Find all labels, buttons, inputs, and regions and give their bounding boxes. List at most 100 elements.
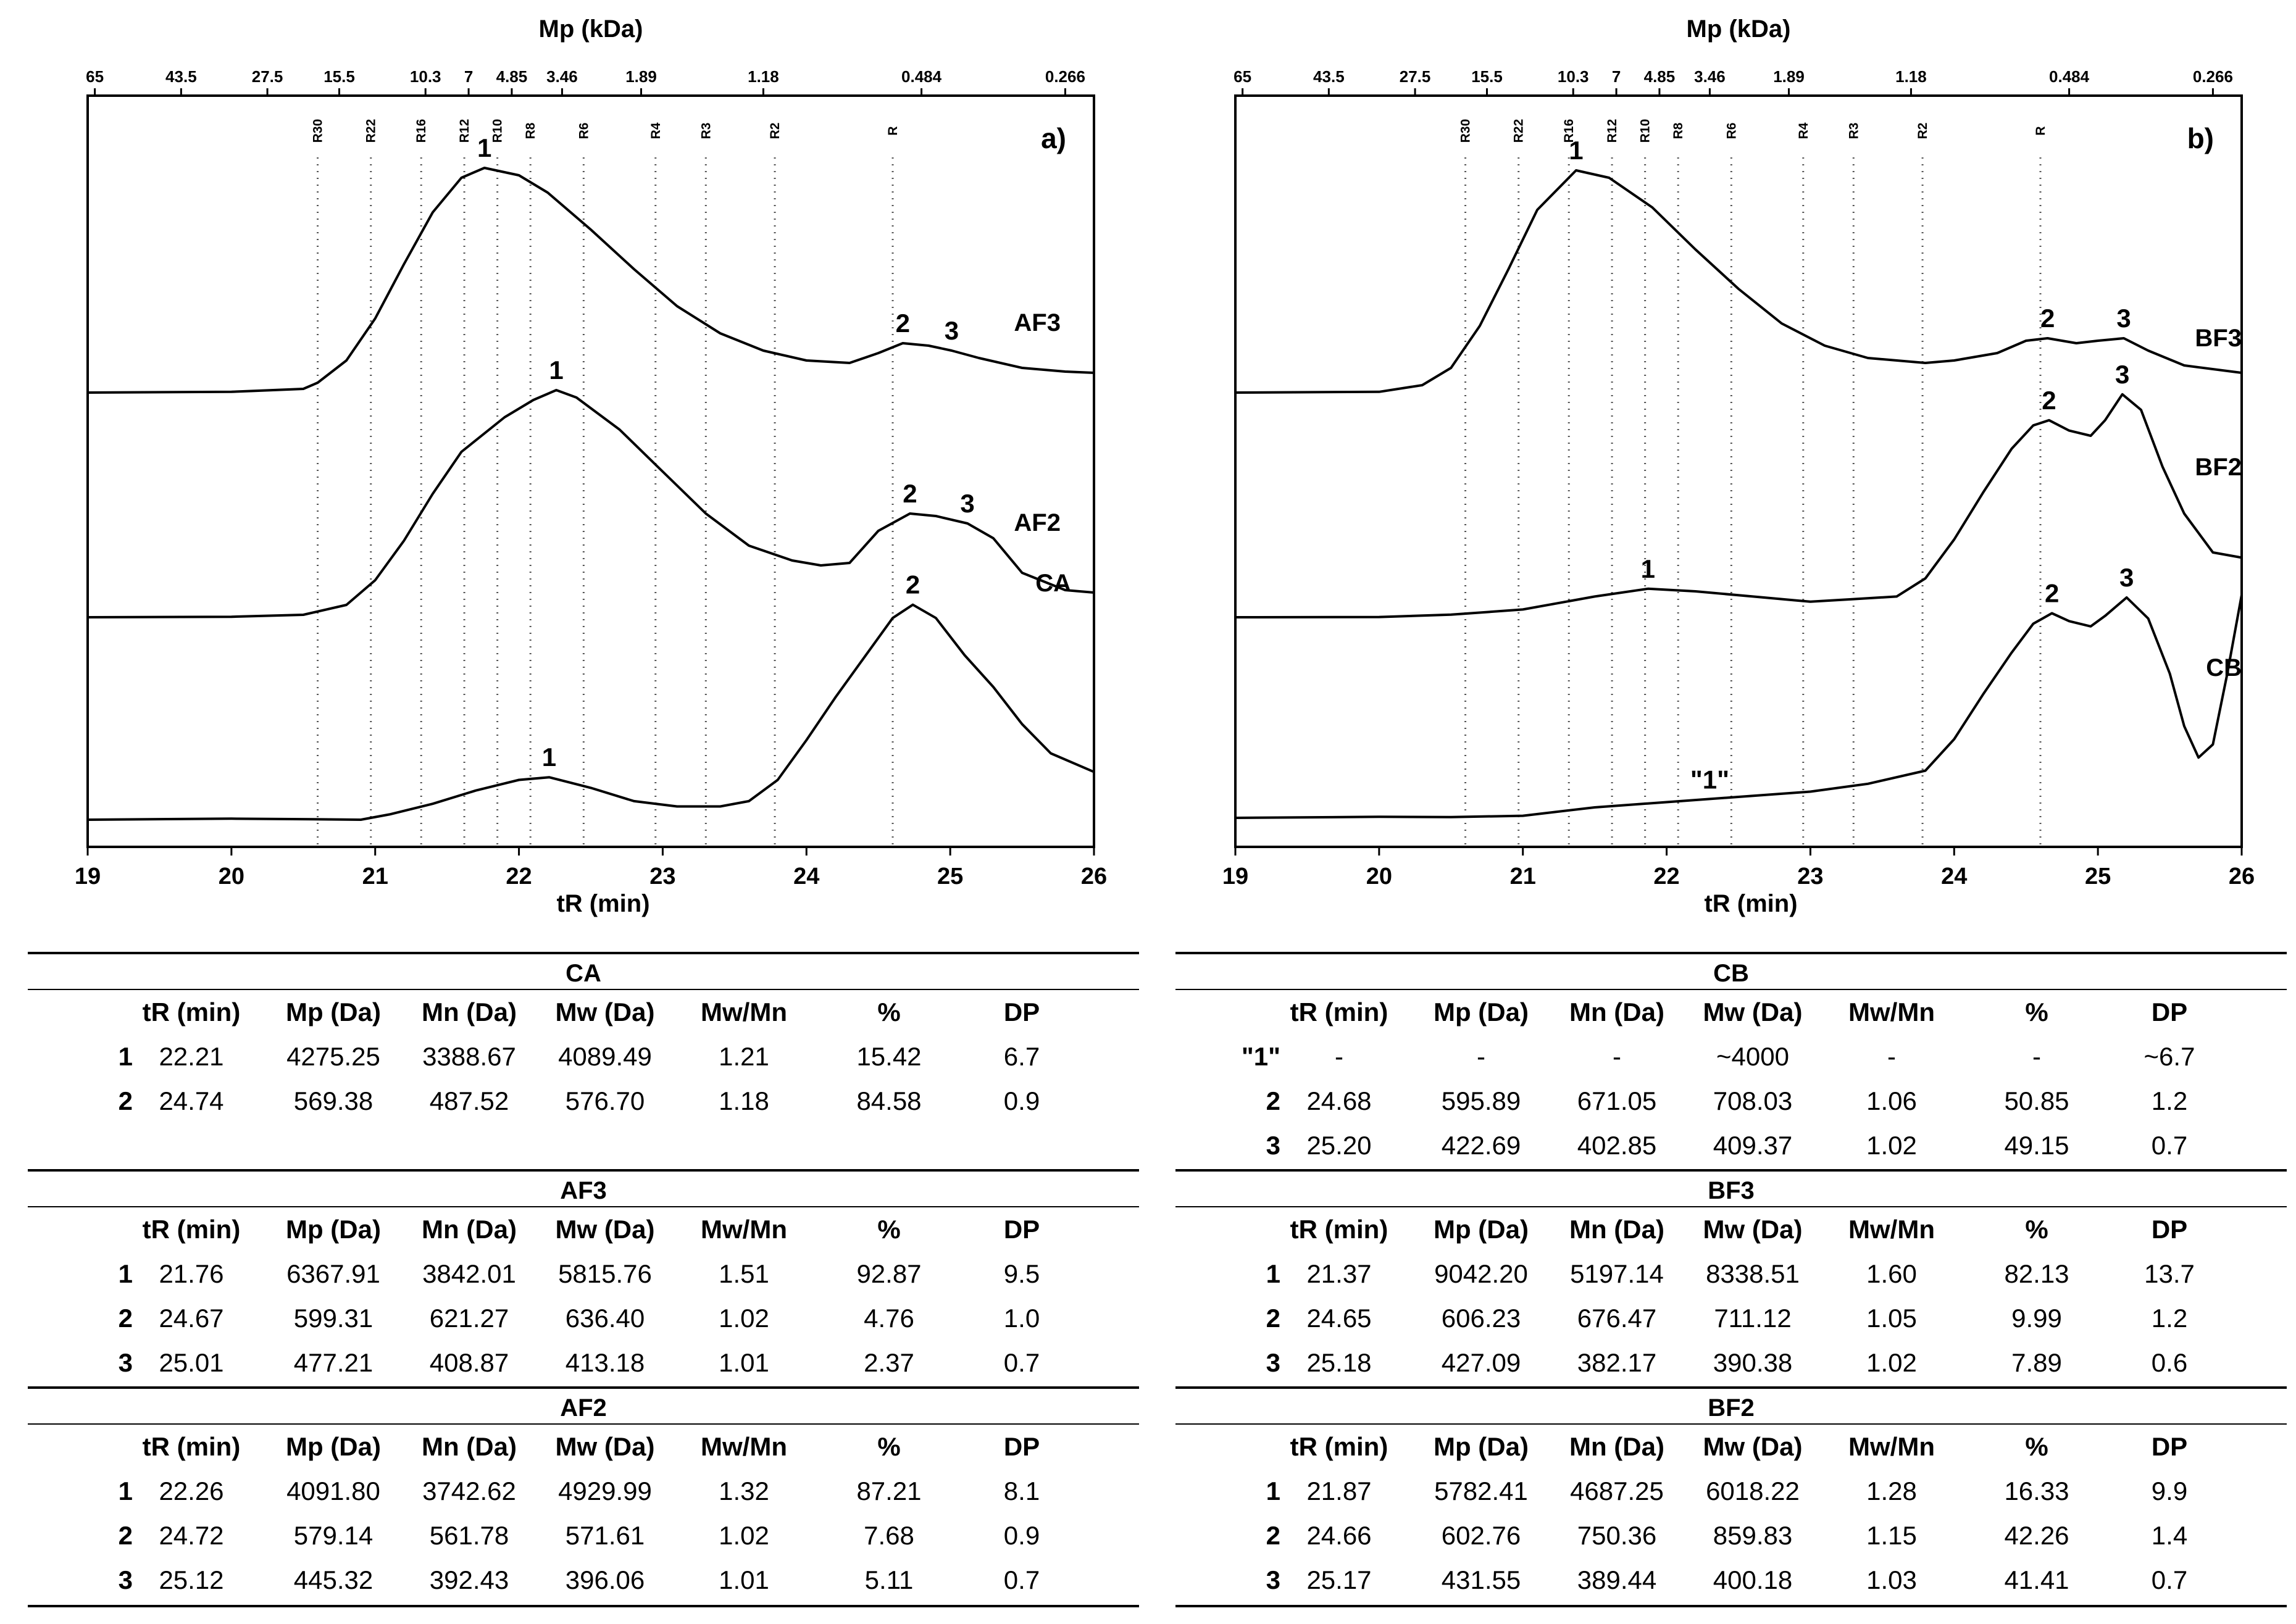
table-cell: 2.37 xyxy=(864,1348,914,1377)
peak-label: 1 xyxy=(1641,554,1655,583)
column-header: tR (min) xyxy=(142,1432,241,1461)
table-row: 2 24.68 595.89 671.05 708.03 1.06 50.85 1.2 xyxy=(1175,1079,2287,1123)
x-tick-label: 23 xyxy=(1797,864,1823,889)
column-header: Mp (Da) xyxy=(1434,997,1529,1026)
column-header: DP xyxy=(1003,1215,1040,1244)
chromatogram-b: Mp (kDa) 65 43.5 27.5 15.5 10.3 7 4.85 3.46 1.89 1… xyxy=(1222,15,2255,917)
column-header: DP xyxy=(1003,997,1040,1026)
table-cell: 445.32 xyxy=(293,1565,374,1594)
column-header: Mn (Da) xyxy=(1569,997,1664,1026)
table-header-row: tR (min) Mp (Da) Mn (Da) Mw (Da) Mw/Mn% DP xyxy=(28,990,1139,1035)
reference-label: R8 xyxy=(524,122,538,139)
table-cell: 602.76 xyxy=(1441,1521,1521,1550)
table-row: 3 25.12 445.32 392.43 396.06 1.01 5.11 0.7 xyxy=(28,1558,1139,1602)
table-title: AF2 xyxy=(28,1386,1139,1425)
reference-label: R16 xyxy=(414,119,428,143)
column-header: % xyxy=(2025,1215,2048,1244)
table-cell: 1.02 xyxy=(1866,1348,1917,1377)
table-cell: 396.06 xyxy=(565,1565,645,1594)
table-cell: 409.37 xyxy=(1713,1131,1793,1160)
peak-index: 1 xyxy=(1266,1476,1280,1505)
mp-tick-label: 43.5 xyxy=(165,67,197,86)
column-header xyxy=(83,990,133,1035)
table-cell: 0.9 xyxy=(1003,1521,1040,1550)
peak-label: 1 xyxy=(542,743,556,772)
chromatogram-a: Mp (kDa) 65 43.5 27.5 15.5 10.3 7 4.85 3.46 1.89 1… xyxy=(75,15,1107,917)
trace-af3 xyxy=(87,167,1095,394)
mp-tick-label: 3.46 xyxy=(546,67,578,86)
x-tick-label: 23 xyxy=(649,864,675,889)
results-tables-right: CB tR (min) Mp (Da) Mn (Da) Mw (Da) Mw/Mn% DP "… xyxy=(1148,933,2295,1612)
peak-label: 3 xyxy=(2116,304,2131,333)
reference-label: R4 xyxy=(649,122,663,139)
peak-label: 3 xyxy=(2115,360,2129,389)
table-row: 3 25.20 422.69 402.85 409.37 1.02 49.15 0.7 xyxy=(1175,1123,2287,1168)
peak-index: 2 xyxy=(1266,1086,1280,1115)
mp-tick-label: 0.484 xyxy=(901,67,942,86)
table-cell: - xyxy=(1887,1042,1896,1071)
table-cell: ~6.7 xyxy=(2144,1042,2195,1071)
table-cell: 750.36 xyxy=(1577,1521,1657,1550)
mp-tick-label: 10.3 xyxy=(1558,67,1589,86)
table-cell: 21.87 xyxy=(1306,1476,1372,1505)
table-cell: 621.27 xyxy=(429,1304,509,1333)
table-cell: 389.44 xyxy=(1577,1565,1657,1594)
table-cell: 15.42 xyxy=(856,1042,922,1071)
table-title: CB xyxy=(1175,952,2287,990)
table-header-row: tR (min) Mp (Da) Mn (Da) Mw (Da) Mw/Mn% DP xyxy=(1175,1425,2287,1469)
plot-frame xyxy=(86,94,1095,848)
table-row: 1 22.26 4091.80 3742.62 4929.99 1.32 87.21 8.1 xyxy=(28,1469,1139,1514)
reference-label: R12 xyxy=(457,119,472,143)
column-header: Mp (Da) xyxy=(286,997,381,1026)
column-header: Mw (Da) xyxy=(555,1215,655,1244)
column-header: Mw (Da) xyxy=(1703,1215,1803,1244)
table-cell: 41.41 xyxy=(2004,1565,2069,1594)
table-cell: 708.03 xyxy=(1713,1086,1793,1115)
column-header: Mp (Da) xyxy=(286,1215,381,1244)
peak-label: 1 xyxy=(477,133,491,162)
table-cell: 413.18 xyxy=(565,1348,645,1377)
column-header: DP xyxy=(2151,1432,2188,1461)
x-tick-label: 21 xyxy=(362,864,388,889)
peak-index: 1 xyxy=(118,1259,133,1288)
column-header: DP xyxy=(2151,1215,2188,1244)
peak-label: 2 xyxy=(2040,304,2055,333)
table-cell: 24.72 xyxy=(159,1521,224,1550)
results-tables-left: CA tR (min) Mp (Da) Mn (Da) Mw (Da) Mw/Mn% DP 1… xyxy=(0,933,1148,1612)
table-cell: 400.18 xyxy=(1713,1565,1793,1594)
table-cell: 50.85 xyxy=(2004,1086,2069,1115)
table-cell: 390.38 xyxy=(1713,1348,1793,1377)
trace-bf2 xyxy=(1235,393,2242,618)
table-row: 3 25.17 431.55 389.44 400.18 1.03 41.41 0.7 xyxy=(1175,1558,2287,1602)
table-cell: ~4000 xyxy=(1716,1042,1789,1071)
peak-index: 1 xyxy=(1266,1259,1280,1288)
table-cell: 427.09 xyxy=(1441,1348,1521,1377)
reference-label: R4 xyxy=(1797,122,1811,139)
trace-label: AF3 xyxy=(1014,309,1061,336)
table-cell: 382.17 xyxy=(1577,1348,1657,1377)
x-tick-label: 22 xyxy=(1653,864,1679,889)
column-header: Mw (Da) xyxy=(555,997,655,1026)
reference-label: R3 xyxy=(699,123,713,139)
x-tick-label: 24 xyxy=(1941,864,1967,889)
mp-tick-label: 15.5 xyxy=(1471,67,1503,86)
table-cell: 84.58 xyxy=(856,1086,922,1115)
table-row: 2 24.67 599.31 621.27 636.40 1.02 4.76 1.0 xyxy=(28,1296,1139,1341)
peak-index: 1 xyxy=(118,1042,133,1071)
table-cell: 9.5 xyxy=(1003,1259,1040,1288)
peak-index: 3 xyxy=(1266,1131,1280,1160)
table-cell: 5.11 xyxy=(864,1565,914,1594)
x-tick-label: 19 xyxy=(75,864,101,889)
table-cell: 1.0 xyxy=(1003,1304,1040,1333)
table-cell: 576.70 xyxy=(565,1086,645,1115)
table-cell: 8338.51 xyxy=(1706,1259,1800,1288)
column-header: Mw/Mn xyxy=(701,1215,787,1244)
column-header: Mp (Da) xyxy=(1434,1432,1529,1461)
x-axis-title: tR (min) xyxy=(1704,890,1797,917)
table-cell: - xyxy=(1335,1042,1343,1071)
peak-index: 2 xyxy=(118,1086,133,1115)
table-title: BF3 xyxy=(1175,1169,2287,1207)
reference-label: R xyxy=(2034,126,2048,135)
peak-index: 2 xyxy=(118,1521,133,1550)
table-cell: 392.43 xyxy=(429,1565,509,1594)
